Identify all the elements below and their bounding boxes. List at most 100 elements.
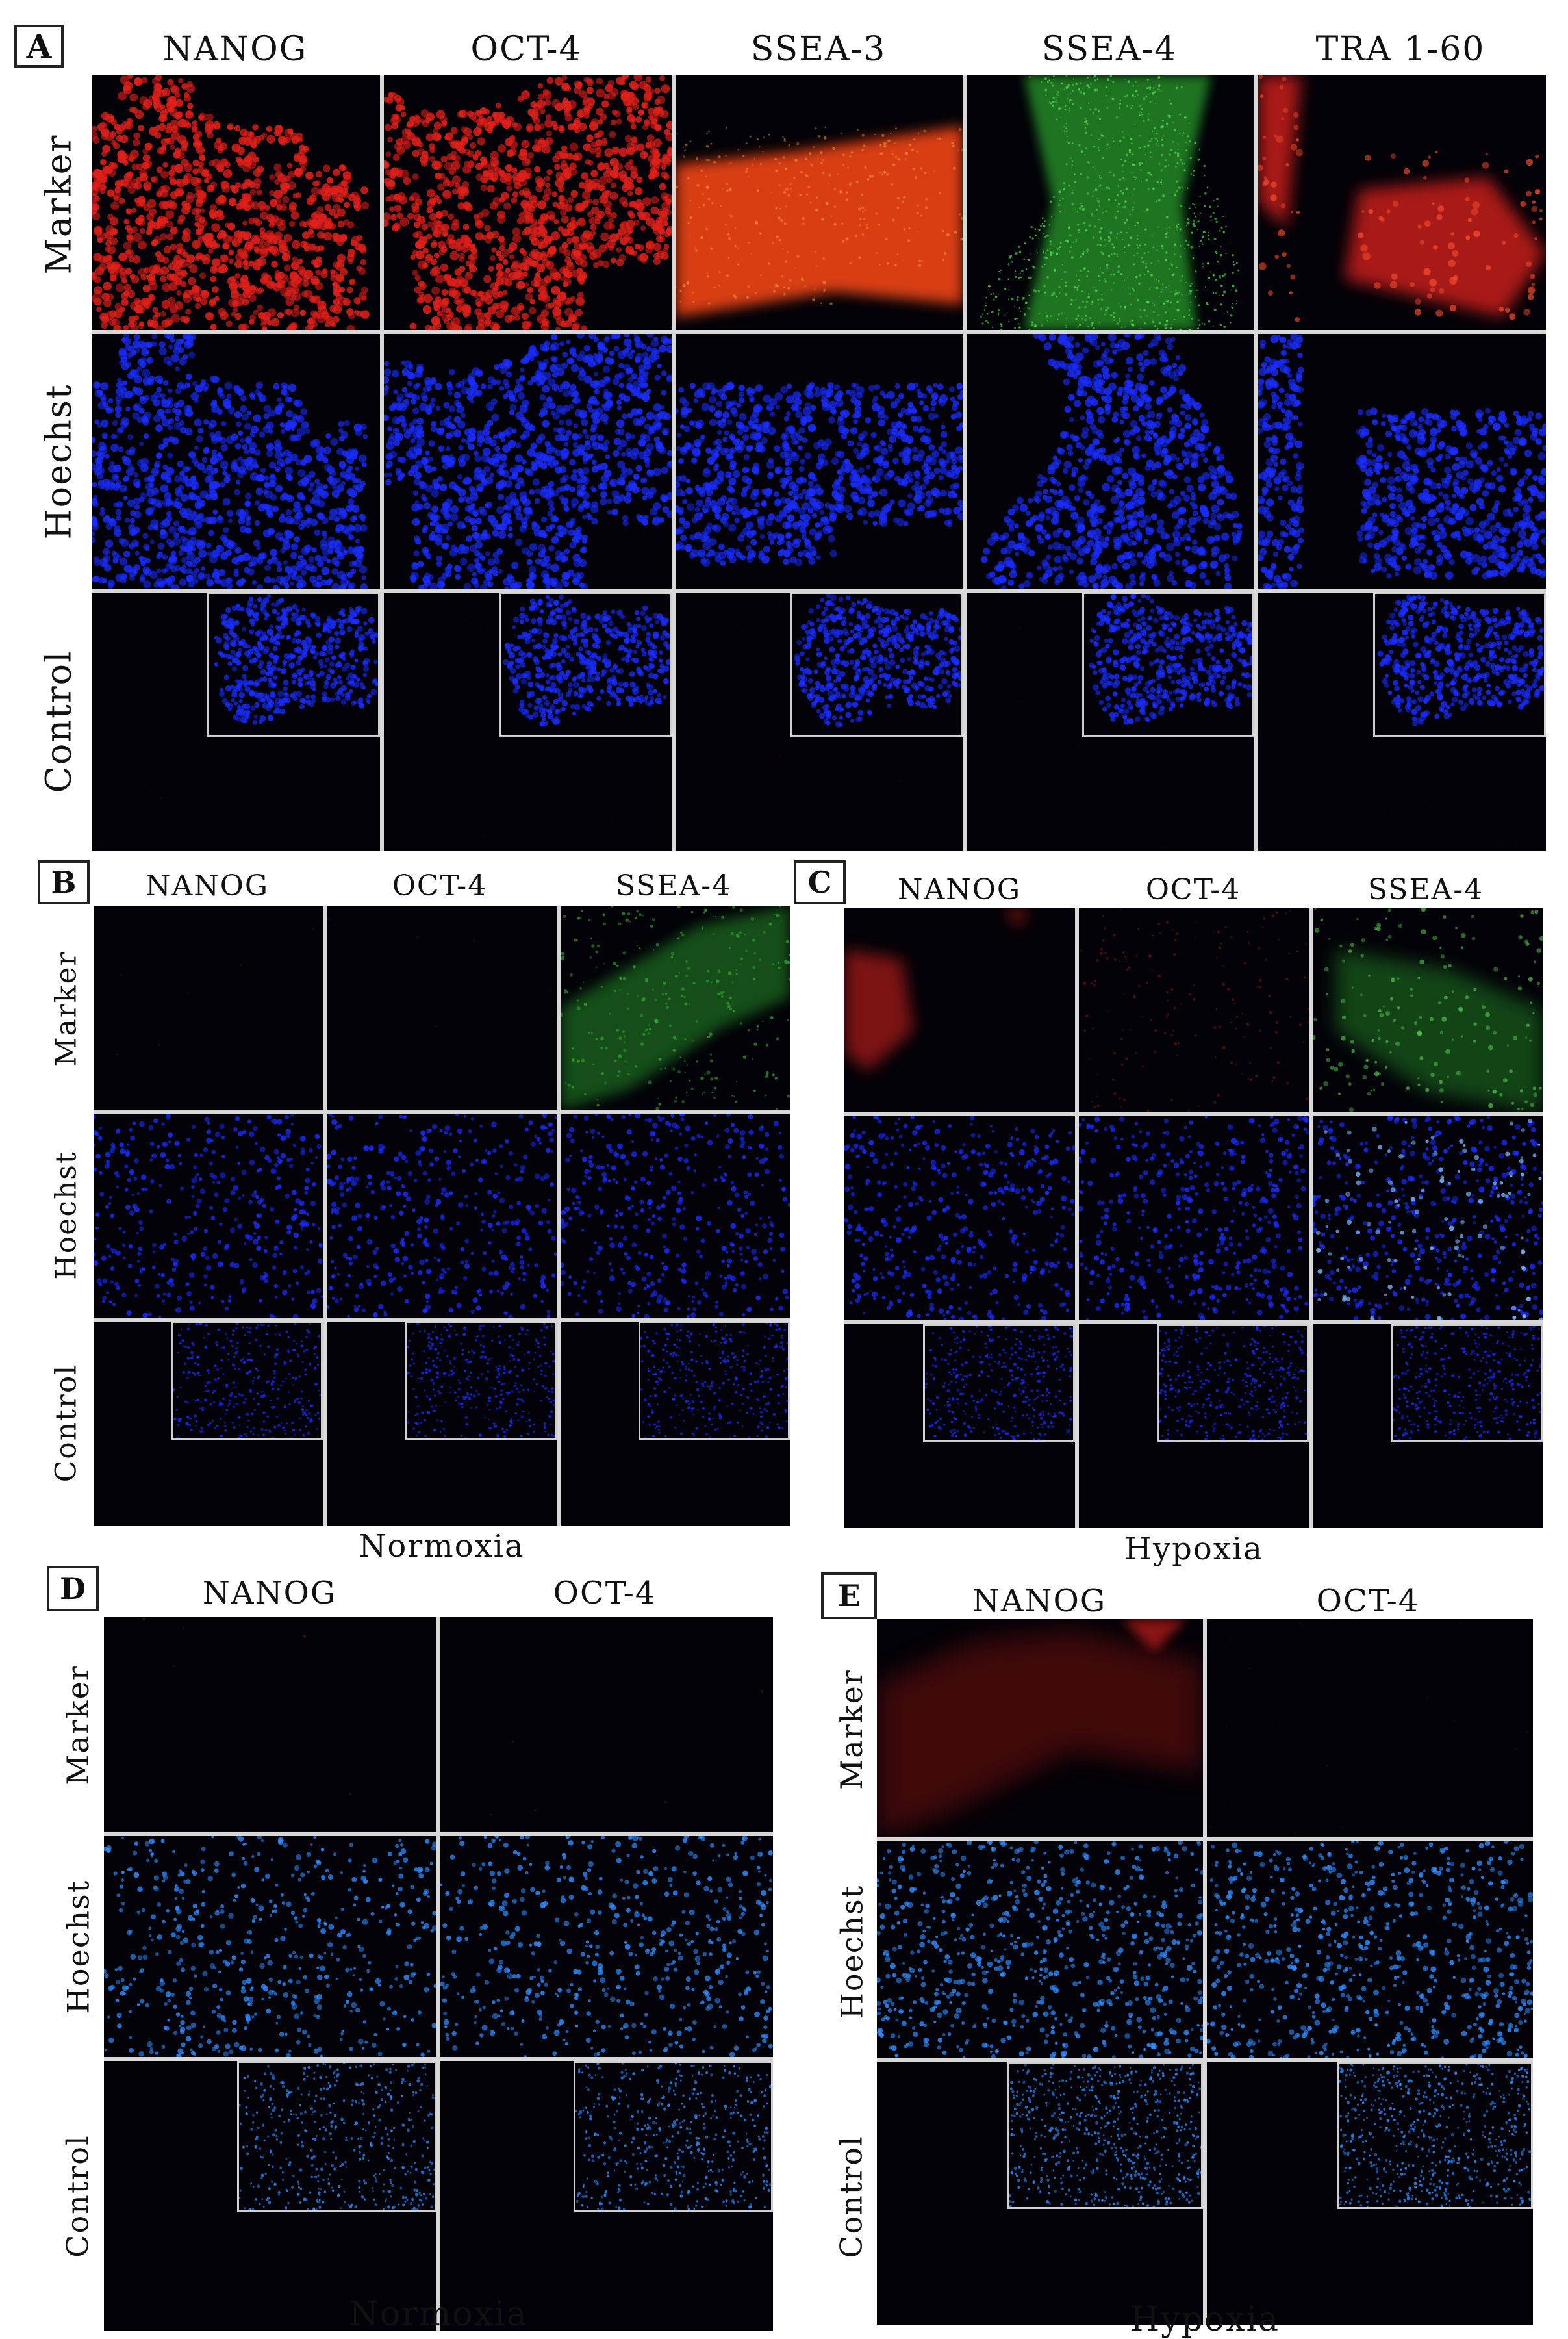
- panel-e-row-hoechst: Hoechst: [826, 1843, 877, 2061]
- panel-a-micrograph-hoechst-2: [675, 334, 963, 589]
- panel-a-micrograph-hoechst-1: [383, 334, 672, 589]
- panel-d-micrograph-hoechst-1: [440, 1836, 773, 2057]
- panel-c-micrograph-control-0: [844, 1324, 1075, 1528]
- panel-e-caption: Hypoxia: [877, 2300, 1533, 2339]
- panel-d-micrograph-control-0: [104, 2061, 436, 2331]
- panel-c-image-grid: [844, 908, 1543, 1528]
- control-inset-image: [573, 2061, 773, 2212]
- control-inset-image: [638, 1322, 790, 1440]
- control-inset-image: [236, 2061, 436, 2212]
- panel-d-column-nanog: NANOG: [104, 1575, 435, 1611]
- panel-a-column-ssea3: SSEA-3: [676, 30, 961, 69]
- control-inset-image: [1007, 2062, 1203, 2210]
- panel-b-caption: Normoxia: [94, 1528, 790, 1565]
- panel-e-micrograph-control-1: [1207, 2062, 1533, 2325]
- control-inset-image: [1337, 2062, 1533, 2210]
- panel-d-micrograph-marker-0: [104, 1617, 436, 1832]
- panel-label-d: D: [47, 1566, 99, 1611]
- panel-b-column-nanog: NANOG: [94, 869, 321, 902]
- panel-a-micrograph-control-0: [92, 593, 380, 851]
- panel-b-micrograph-control-0: [94, 1322, 323, 1526]
- panel-a-column-tra160: TRA 1-60: [1258, 30, 1543, 69]
- panel-b-row-hoechst: Hoechst: [39, 1112, 94, 1318]
- panel-e-column-oct4: OCT-4: [1206, 1583, 1530, 1619]
- panel-e-row-control: Control: [826, 2064, 877, 2330]
- panel-b-micrograph-hoechst-1: [327, 1114, 557, 1318]
- panel-a-row-control: Control: [26, 591, 91, 851]
- control-inset-image: [207, 593, 380, 737]
- control-inset-image: [922, 1324, 1075, 1443]
- panel-a-micrograph-marker-3: [967, 75, 1255, 330]
- control-inset-image: [1157, 1324, 1309, 1443]
- panel-e-column-nanog: NANOG: [877, 1583, 1202, 1619]
- panel-a-column-ssea4: SSEA-4: [967, 30, 1252, 69]
- panel-label-a: A: [14, 25, 64, 68]
- panel-a-column-oct4: OCT-4: [383, 30, 669, 69]
- panel-b-micrograph-marker-0: [94, 906, 323, 1110]
- panel-c-micrograph-marker-0: [844, 908, 1075, 1112]
- panel-a-micrograph-hoechst-3: [967, 334, 1255, 589]
- panel-c-micrograph-hoechst-1: [1078, 1116, 1309, 1320]
- panel-c-micrograph-control-1: [1078, 1324, 1309, 1528]
- panel-b-micrograph-hoechst-2: [560, 1114, 790, 1318]
- panel-d-micrograph-hoechst-0: [104, 1836, 436, 2057]
- control-inset-image: [1391, 1324, 1543, 1443]
- panel-c-micrograph-marker-2: [1313, 908, 1543, 1112]
- panel-c-column-ssea4: SSEA-4: [1311, 873, 1541, 906]
- panel-b-micrograph-marker-1: [327, 906, 557, 1110]
- panel-a-micrograph-marker-4: [1258, 75, 1546, 330]
- panel-d-row-marker: Marker: [52, 1617, 104, 1834]
- control-inset-image: [1081, 593, 1255, 737]
- panel-a-image-grid: [92, 75, 1546, 851]
- panel-e-micrograph-hoechst-1: [1207, 1841, 1533, 2058]
- panel-b-micrograph-control-1: [327, 1322, 557, 1526]
- control-inset-image: [498, 593, 672, 737]
- panel-b-image-grid: [94, 906, 790, 1526]
- panel-c-micrograph-control-2: [1313, 1324, 1543, 1528]
- control-inset-image: [405, 1322, 557, 1440]
- panel-b-micrograph-hoechst-0: [94, 1114, 323, 1318]
- panel-d-micrograph-marker-1: [440, 1617, 773, 1832]
- panel-a-row-hoechst: Hoechst: [26, 334, 91, 589]
- panel-a-micrograph-control-4: [1258, 593, 1546, 851]
- panel-label-b: B: [38, 860, 90, 904]
- panel-a-micrograph-control-1: [383, 593, 672, 851]
- panel-e-row-marker: Marker: [826, 1619, 877, 1840]
- panel-b-row-marker: Marker: [39, 906, 94, 1111]
- panel-d-row-hoechst: Hoechst: [52, 1836, 104, 2057]
- control-inset-image: [1373, 593, 1546, 737]
- panel-c-column-oct4: OCT-4: [1078, 873, 1308, 906]
- control-inset-image: [171, 1322, 323, 1440]
- panel-a-row-marker: Marker: [26, 77, 91, 331]
- panel-e-micrograph-marker-1: [1207, 1619, 1533, 1837]
- panel-c-micrograph-hoechst-2: [1313, 1116, 1543, 1320]
- panel-e-image-grid: [877, 1619, 1533, 2325]
- panel-e-micrograph-marker-0: [877, 1619, 1203, 1837]
- panel-a-micrograph-control-2: [675, 593, 963, 851]
- panel-label-c: C: [794, 860, 846, 904]
- panel-a-micrograph-marker-0: [92, 75, 380, 330]
- control-inset-image: [790, 593, 963, 737]
- panel-a-micrograph-marker-1: [383, 75, 672, 330]
- panel-b-micrograph-marker-2: [560, 906, 790, 1110]
- panel-a-micrograph-hoechst-4: [1258, 334, 1546, 589]
- panel-b-row-control: Control: [39, 1319, 94, 1527]
- panel-b-micrograph-control-2: [560, 1322, 790, 1526]
- panel-d-image-grid: [104, 1617, 773, 2331]
- panel-d-row-control: Control: [52, 2060, 104, 2333]
- panel-d-micrograph-control-1: [440, 2061, 773, 2331]
- panel-a-column-nanog: NANOG: [92, 30, 378, 69]
- panel-b-column-oct4: OCT-4: [326, 869, 553, 902]
- panel-label-e: E: [821, 1572, 877, 1619]
- panel-d-column-oct4: OCT-4: [439, 1575, 770, 1611]
- panel-b-column-ssea4: SSEA-4: [560, 869, 787, 902]
- panel-e-micrograph-control-0: [877, 2062, 1203, 2325]
- panel-a-micrograph-marker-2: [675, 75, 963, 330]
- panel-a-micrograph-hoechst-0: [92, 334, 380, 589]
- panel-c-micrograph-hoechst-0: [844, 1116, 1075, 1320]
- panel-d-caption: Normoxia: [104, 2295, 773, 2334]
- panel-c-micrograph-marker-1: [1078, 908, 1309, 1112]
- panel-c-caption: Hypoxia: [844, 1531, 1543, 1567]
- panel-e-micrograph-hoechst-0: [877, 1841, 1203, 2058]
- panel-a-micrograph-control-3: [967, 593, 1255, 851]
